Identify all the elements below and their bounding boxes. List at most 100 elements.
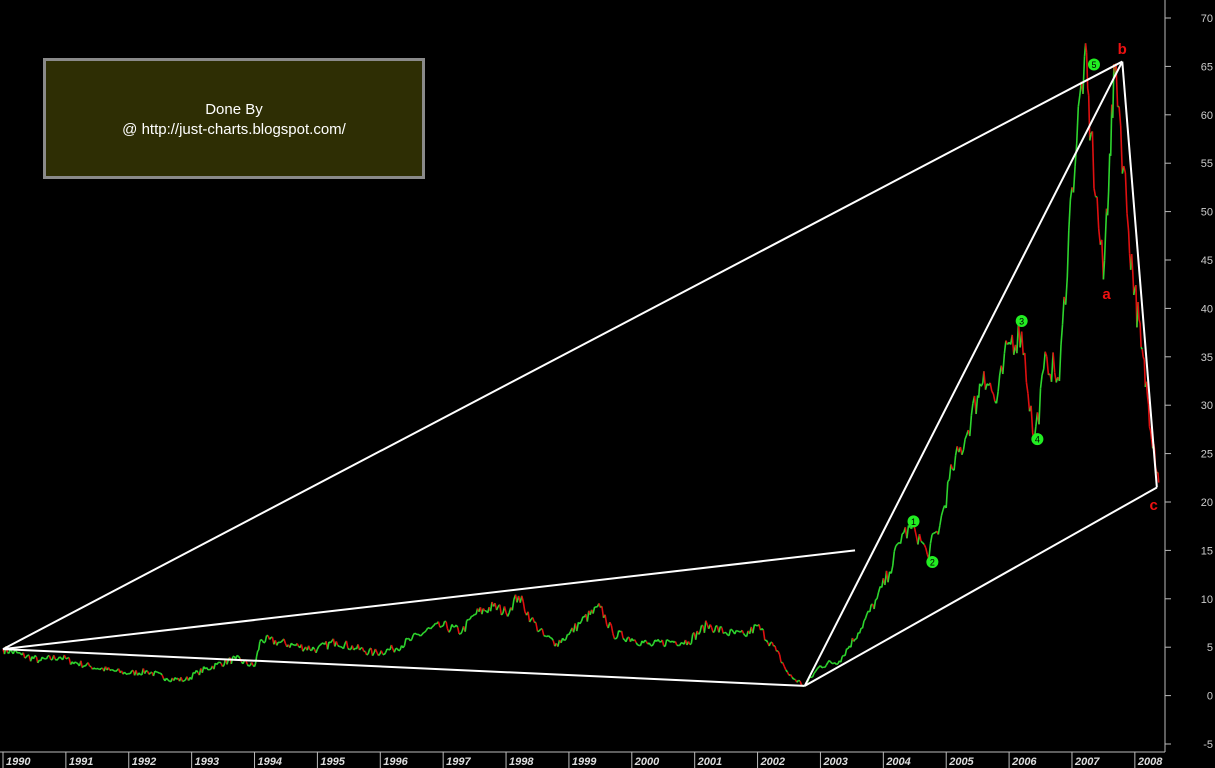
price-bar (353, 647, 356, 651)
price-bar (1145, 381, 1149, 396)
wave-labels: 1 2 3 4 5 a b c (907, 41, 1158, 569)
price-segment (669, 639, 690, 647)
price-bar (22, 652, 26, 659)
price-bar (257, 641, 261, 651)
price-bar (456, 627, 460, 635)
price-bar (604, 614, 608, 625)
price-bar (53, 655, 56, 660)
y-tick-label: 35 (1201, 352, 1213, 364)
price-bar (72, 661, 76, 665)
price-bar (586, 610, 590, 622)
price-bar (771, 642, 775, 647)
price-bar (45, 655, 49, 660)
price-bar (535, 622, 539, 632)
price-bar (424, 629, 427, 633)
price-segment (184, 669, 199, 681)
price-bar (601, 606, 605, 618)
price-bar (1069, 187, 1073, 200)
wave-label-marker (907, 515, 920, 528)
price-segment (1046, 352, 1061, 383)
price-bar (112, 669, 115, 672)
price-bar (528, 618, 532, 623)
y-tick-label: 60 (1201, 110, 1213, 122)
price-bar (156, 671, 159, 674)
price-segment (39, 654, 61, 662)
price-segment (442, 620, 463, 635)
price-bar (931, 532, 935, 536)
price-bar (983, 371, 987, 390)
price-bar (34, 654, 37, 658)
trend-line (2, 60, 1123, 651)
price-bar (431, 625, 435, 628)
price-bar (371, 652, 375, 657)
price-bar (503, 606, 507, 613)
price-bar (1042, 351, 1046, 369)
price-bar (1126, 213, 1130, 232)
price-bar (422, 631, 426, 634)
price-bar (360, 646, 363, 649)
price-bar (425, 627, 429, 631)
price-bar (402, 645, 406, 649)
price-bar (318, 644, 321, 647)
price-bar (561, 637, 565, 641)
price-bar (705, 620, 709, 626)
price-bar (659, 640, 662, 643)
price-bar (386, 648, 389, 651)
price-bar (160, 672, 163, 676)
y-tick-label: 40 (1201, 303, 1213, 315)
price-bar (833, 661, 836, 665)
price-bar (366, 653, 369, 656)
price-bar (1038, 388, 1042, 425)
price-bar (1075, 106, 1080, 144)
price-bar (128, 672, 131, 675)
price-bar (1025, 381, 1029, 394)
price-segment (776, 650, 790, 676)
price-bar (741, 629, 745, 634)
price-bar (321, 642, 324, 645)
price-bar (1061, 296, 1065, 325)
price-bar (997, 375, 1001, 392)
price-bar (1003, 340, 1007, 354)
price-bar (1024, 353, 1028, 383)
price-bar (844, 648, 848, 656)
price-bar (1039, 374, 1043, 389)
price-bar (1141, 349, 1144, 358)
price-bar (81, 665, 85, 669)
price-bar (1119, 125, 1124, 174)
price-bar (568, 631, 572, 635)
price-bar (358, 647, 362, 651)
price-bar (664, 639, 668, 647)
price-segment (146, 670, 168, 682)
price-bar (165, 677, 169, 681)
x-tick-label: 1993 (195, 756, 219, 768)
price-bar (316, 645, 320, 650)
price-bar (312, 646, 316, 650)
price-bar (1127, 230, 1131, 254)
price-bar (774, 645, 778, 652)
price-bar (1027, 393, 1031, 412)
price-bar (825, 662, 829, 666)
price-segment (373, 644, 394, 657)
price-segment (410, 627, 432, 640)
price-bar (721, 627, 724, 634)
price-bar (1046, 356, 1050, 375)
price-bar (850, 637, 854, 648)
price-bar (253, 662, 257, 667)
price-segment (838, 632, 859, 663)
price-bar (255, 650, 259, 657)
price-bar (527, 611, 531, 623)
price-bar (268, 636, 272, 640)
price-bar (715, 624, 718, 628)
price-bar (167, 679, 170, 682)
price-bar (415, 633, 418, 636)
price-bar (410, 634, 414, 640)
price-bar (873, 599, 877, 610)
price-bar (409, 638, 413, 642)
price-bar (414, 632, 417, 635)
price-bar (907, 524, 911, 528)
price-bar (340, 645, 343, 649)
price-bar (735, 629, 739, 632)
price-bar (620, 631, 624, 639)
y-tick-label: 50 (1201, 207, 1213, 219)
price-bar (768, 642, 772, 647)
